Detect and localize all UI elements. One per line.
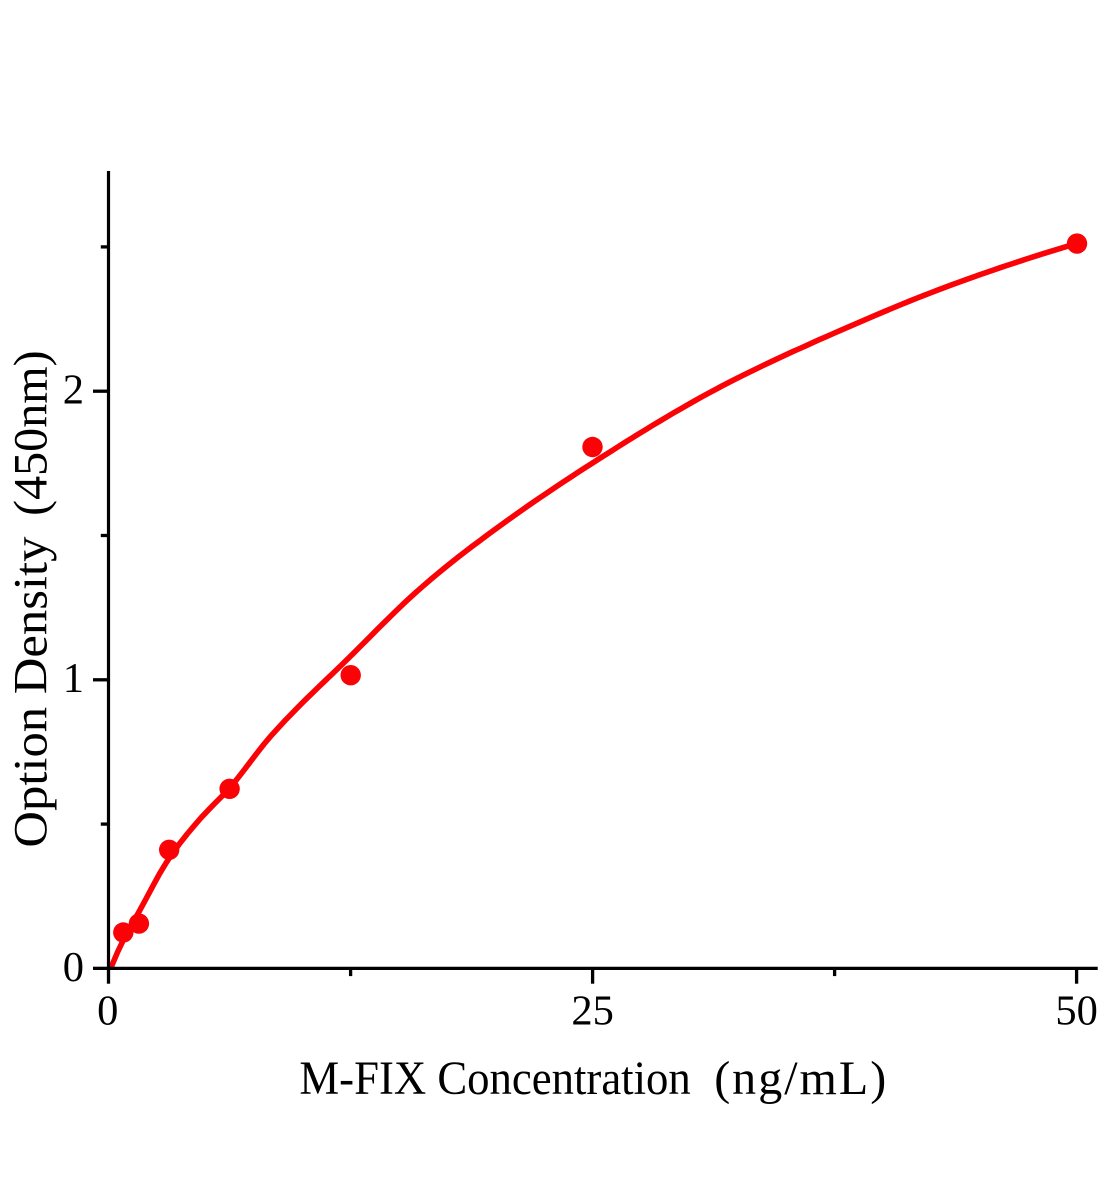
svg-text:(450nm): (450nm) bbox=[5, 350, 58, 516]
svg-text:0: 0 bbox=[63, 944, 84, 991]
svg-text:M-FIX Concentration: M-FIX Concentration bbox=[299, 1052, 690, 1105]
svg-text:2: 2 bbox=[63, 367, 84, 414]
svg-text:Option Density: Option Density bbox=[5, 537, 58, 848]
svg-text:(ng/mL): (ng/mL) bbox=[714, 1052, 886, 1105]
svg-text:50: 50 bbox=[1055, 988, 1098, 1035]
svg-text:25: 25 bbox=[571, 988, 614, 1035]
svg-text:1: 1 bbox=[63, 655, 84, 702]
svg-text:0: 0 bbox=[97, 988, 118, 1035]
